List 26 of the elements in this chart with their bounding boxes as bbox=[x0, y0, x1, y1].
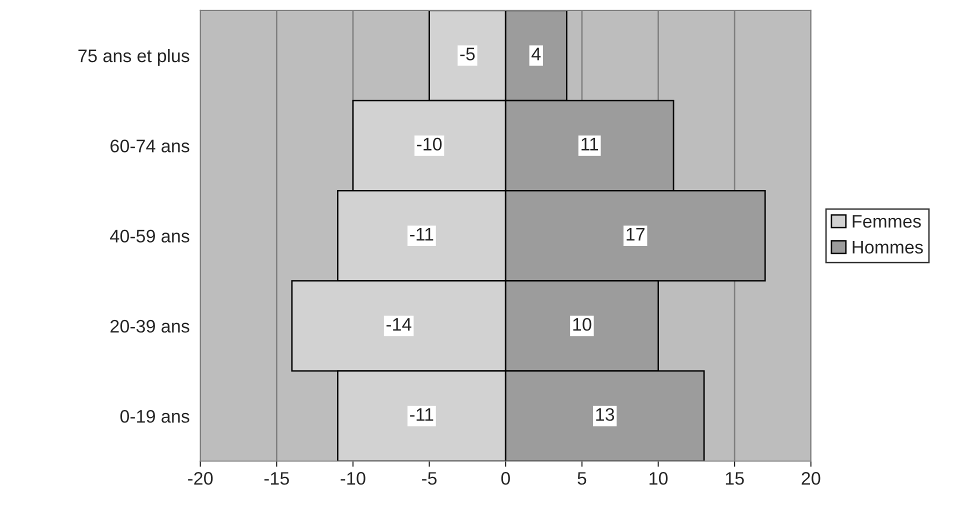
y-tick-label: 40-59 ans bbox=[110, 230, 190, 243]
data-label: -5 bbox=[460, 48, 475, 60]
y-tick-label: 20-39 ans bbox=[110, 320, 190, 333]
y-tick-label: 75 ans et plus bbox=[78, 49, 190, 66]
y-tick-label: 60-74 ans bbox=[110, 140, 190, 152]
data-label: -10 bbox=[417, 138, 442, 151]
x-tick-label: 0 bbox=[501, 472, 510, 485]
x-tick-label: 10 bbox=[650, 472, 668, 485]
data-label: -11 bbox=[410, 228, 434, 240]
x-tick-label: -10 bbox=[340, 472, 366, 485]
data-label: 4 bbox=[532, 48, 541, 60]
x-tick-label: -20 bbox=[188, 472, 213, 485]
y-tick-label: 0-19 ans bbox=[120, 410, 190, 423]
x-tick-label: 20 bbox=[802, 472, 820, 485]
data-label: -14 bbox=[386, 318, 412, 331]
x-tick-label: 5 bbox=[578, 472, 586, 485]
x-tick-label: -5 bbox=[422, 472, 437, 485]
legend-label: Femmes bbox=[852, 215, 921, 228]
data-label: 13 bbox=[596, 408, 614, 421]
data-label: 17 bbox=[626, 228, 644, 240]
data-label: 11 bbox=[582, 138, 598, 150]
x-tick-label: -15 bbox=[264, 472, 289, 485]
x-tick-label: 15 bbox=[726, 472, 744, 485]
data-label: 10 bbox=[573, 318, 592, 331]
data-label: -11 bbox=[410, 408, 434, 421]
legend-label: Hommes bbox=[852, 240, 923, 254]
